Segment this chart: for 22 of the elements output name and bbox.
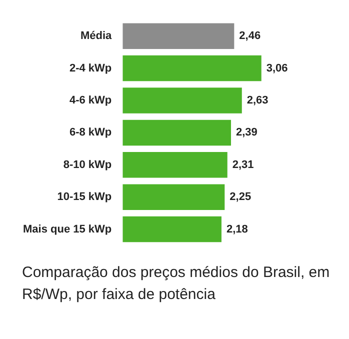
text: Comparação dos preços médios do Brasil, em R$/Wp, por faixa de potência <box>22 263 331 305</box>
y-tick-label: 2-4 kWp <box>69 62 112 74</box>
y-tick-label: Mais que 15 kWp <box>22 223 112 236</box>
y-tick-label: 10-15 kWp <box>57 191 112 204</box>
data-label: 2,18 <box>226 223 248 236</box>
bar <box>122 23 234 49</box>
bar <box>122 88 242 114</box>
data-label: 2,39 <box>236 126 258 139</box>
data-label: 3,06 <box>266 62 288 74</box>
bar <box>122 216 222 242</box>
bar <box>122 184 225 210</box>
y-tick-label: 8-10 kWp <box>63 158 112 171</box>
y-tick-label: Média <box>80 30 112 42</box>
data-label: 2,63 <box>246 94 268 107</box>
data-label: 2,25 <box>230 191 252 204</box>
bar <box>122 120 231 146</box>
y-tick-label: 4-6 kWp <box>69 94 112 107</box>
y-tick-label: 6-8 kWp <box>69 126 112 139</box>
data-label: 2,46 <box>239 30 261 42</box>
bar <box>122 152 228 178</box>
bar <box>122 55 262 82</box>
data-label: 2,31 <box>232 158 254 171</box>
